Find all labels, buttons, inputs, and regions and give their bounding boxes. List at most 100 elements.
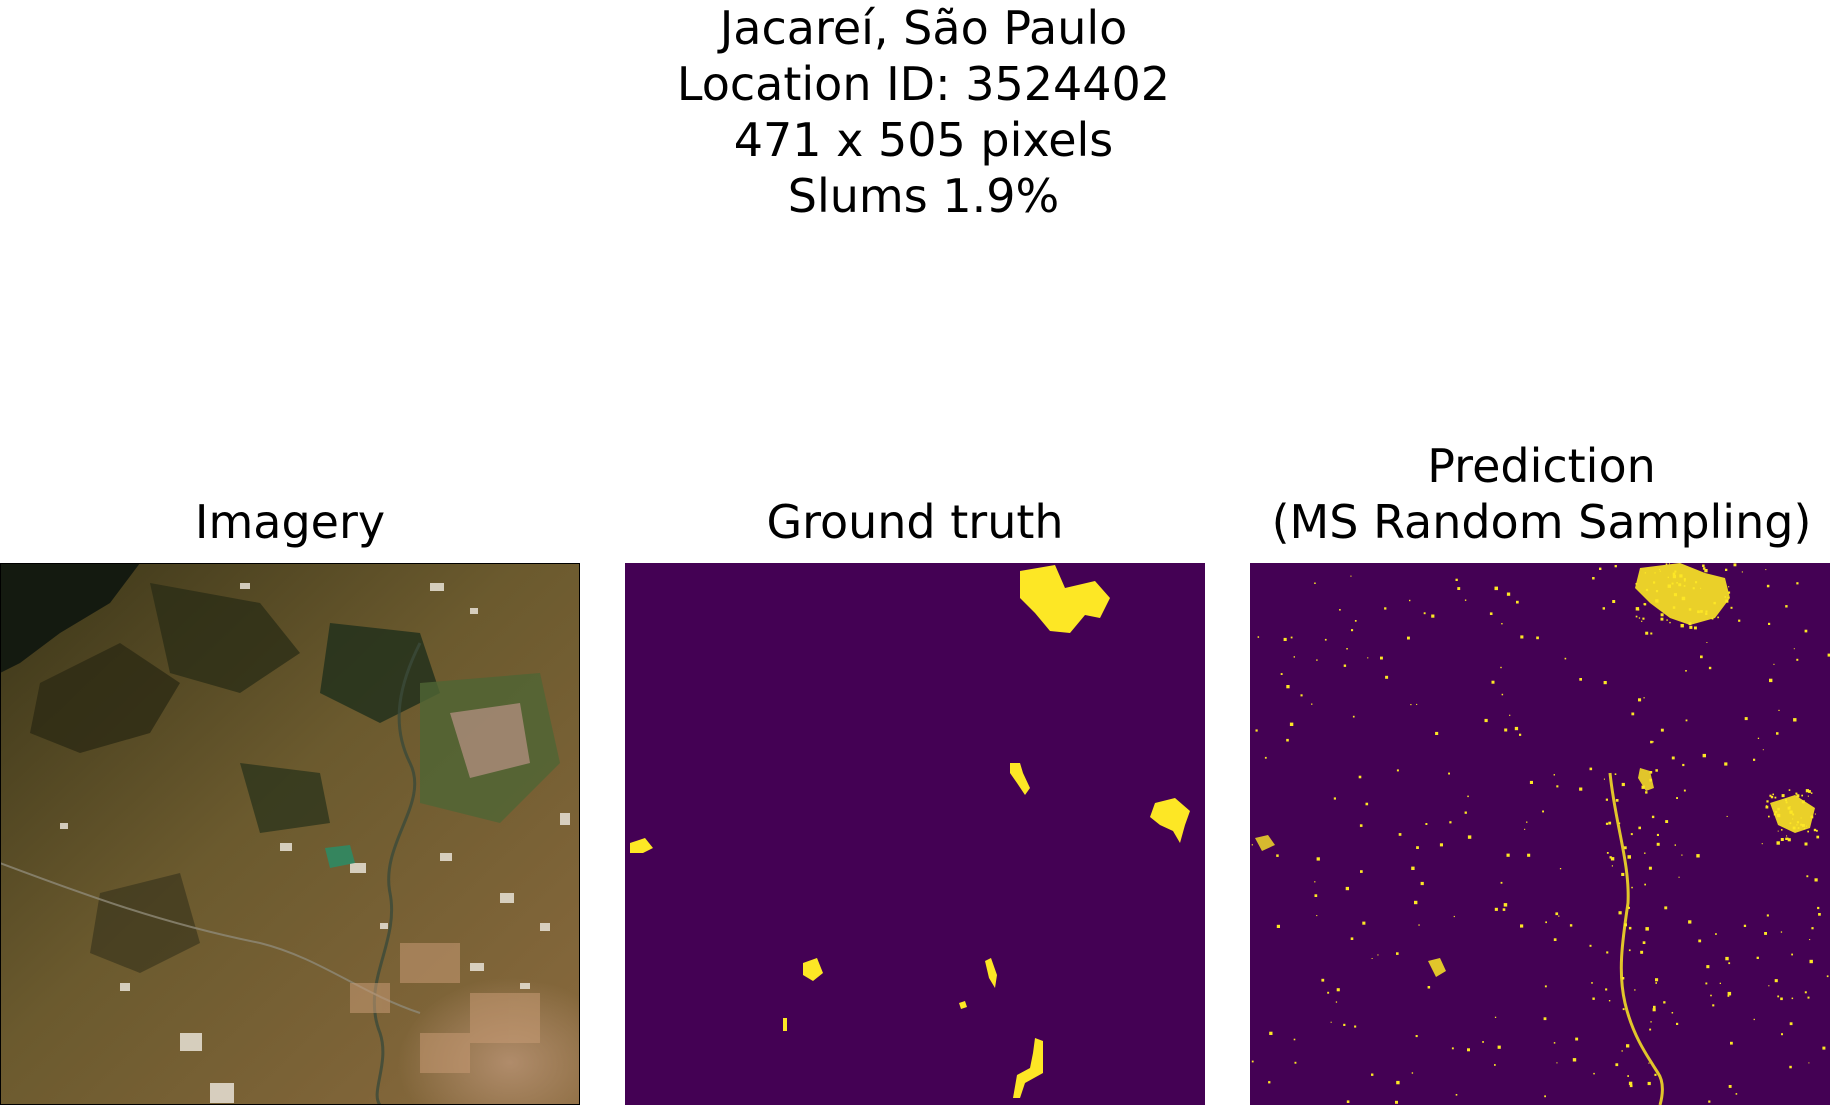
teal-pond	[325, 845, 355, 868]
prediction-speckle	[1774, 796, 1777, 799]
prediction-speckle	[1489, 612, 1493, 615]
prediction-speckle	[1449, 821, 1452, 824]
prediction-speckle	[1796, 824, 1798, 826]
prediction-speckle	[1678, 876, 1680, 878]
prediction-speckle	[1728, 1085, 1732, 1088]
prediction-speckle	[1665, 563, 1668, 565]
figure-title: Jacareí, São Paulo Location ID: 3524402 …	[0, 0, 1833, 224]
prediction-speckle	[1669, 621, 1671, 624]
prediction-speckle	[1615, 1063, 1619, 1067]
mask-background	[625, 563, 1205, 1105]
prediction-speckle	[1786, 837, 1789, 840]
prediction-speckle	[1572, 1058, 1577, 1062]
prediction-speckle	[1638, 617, 1641, 619]
prediction-speckle	[1781, 829, 1783, 831]
prediction-speckle	[1286, 738, 1289, 742]
prediction-speckle	[1700, 655, 1703, 659]
prediction-speckle	[1500, 881, 1503, 884]
prediction-speckle	[1629, 1084, 1633, 1088]
prediction-speckle	[1665, 820, 1669, 823]
prediction-speckle	[1766, 800, 1769, 803]
prediction-speckle	[1626, 1044, 1630, 1048]
prediction-speckle	[1543, 1017, 1547, 1021]
prediction-speckle	[1651, 815, 1655, 819]
prediction-speckle	[1715, 933, 1717, 935]
ground-truth-panel	[625, 563, 1205, 1105]
prediction-speckle	[1710, 994, 1712, 997]
prediction-speckle	[1314, 582, 1316, 584]
prediction-speckle	[1672, 572, 1676, 576]
prediction-speckle	[1781, 1033, 1783, 1036]
prediction-speckle	[1648, 1062, 1650, 1064]
prediction-speckle	[1713, 601, 1716, 605]
prediction-speckle	[1797, 827, 1800, 829]
prediction-speckle	[1542, 810, 1544, 813]
prediction-speckle	[1774, 979, 1778, 983]
prediction-speckle	[1524, 828, 1526, 830]
prediction-speckle	[1640, 951, 1643, 954]
prediction-speckle	[1700, 587, 1702, 589]
slum-region-lower-left	[803, 958, 823, 981]
prediction-speckle	[1702, 564, 1705, 567]
prediction-speckle	[1448, 772, 1450, 775]
prediction-speckle	[1674, 570, 1677, 573]
prediction-speckle	[1359, 824, 1363, 827]
prediction-speckle	[1599, 567, 1602, 570]
prediction-speckle	[1650, 1021, 1652, 1023]
prediction-speckle	[1659, 570, 1661, 572]
prediction-speckle	[1660, 728, 1664, 732]
prediction-speckle	[1509, 714, 1511, 716]
dark-ridge-1	[30, 643, 180, 753]
prediction-speckle	[1680, 624, 1684, 628]
prediction-speckle	[1768, 985, 1770, 987]
prediction-speckle	[1780, 931, 1783, 933]
prediction-speckle	[1681, 854, 1683, 856]
pred-blob-small-center	[1638, 768, 1654, 791]
prediction-speckle	[1648, 866, 1652, 870]
prediction-speckle	[1416, 846, 1419, 849]
slum-region-top	[1020, 565, 1110, 633]
prediction-speckle	[1761, 843, 1763, 845]
prediction-speckle	[1727, 991, 1732, 996]
prediction-speckle	[1501, 693, 1504, 696]
prediction-speckle	[1592, 997, 1595, 1000]
prediction-speckle	[1785, 605, 1788, 608]
prediction-speckle	[1719, 982, 1721, 984]
prediction-speckle	[1280, 673, 1283, 675]
prediction-speckle	[1268, 1081, 1271, 1084]
prediction-speckle	[1780, 997, 1783, 1001]
prediction-speckle	[1316, 857, 1320, 861]
prediction-speckle	[1631, 886, 1633, 889]
prediction-speckle	[1773, 813, 1776, 816]
prediction-speckle	[1811, 927, 1814, 930]
prediction-speckle	[1520, 924, 1524, 928]
panel-title-prediction-line1: Prediction	[1427, 439, 1656, 493]
prediction-speckle	[1689, 625, 1693, 629]
prediction-speckle	[1605, 822, 1609, 825]
prediction-speckle	[1667, 584, 1671, 588]
prediction-speckle	[1276, 854, 1279, 857]
prediction-speckle	[1484, 718, 1488, 723]
prediction-speckle	[1772, 793, 1774, 796]
prediction-speckle	[1826, 975, 1829, 978]
prediction-speckle	[1809, 939, 1811, 941]
prediction-speckle	[1293, 1038, 1296, 1041]
prediction-speckle	[1774, 811, 1778, 814]
prediction-speckle	[1335, 1001, 1338, 1003]
prediction-speckle	[1621, 977, 1625, 980]
prediction-speckle	[1593, 1072, 1595, 1075]
prediction-speckle	[1623, 846, 1627, 850]
prediction-speckle	[1612, 600, 1616, 603]
prediction-speckle	[1396, 952, 1399, 955]
prediction-speckle	[1642, 617, 1645, 620]
prediction-speckle	[1457, 587, 1461, 590]
prediction-speckle	[1645, 791, 1648, 794]
prediction-speckle	[1822, 1046, 1826, 1050]
dark-ridge-2	[150, 583, 300, 693]
prediction-speckle	[1350, 937, 1354, 940]
prediction-speckle	[1770, 795, 1774, 799]
prediction-speckle	[1671, 582, 1674, 585]
prediction-speckle	[1711, 617, 1714, 620]
title-line-place: Jacareí, São Paulo	[719, 1, 1128, 55]
prediction-speckle	[1257, 636, 1260, 638]
